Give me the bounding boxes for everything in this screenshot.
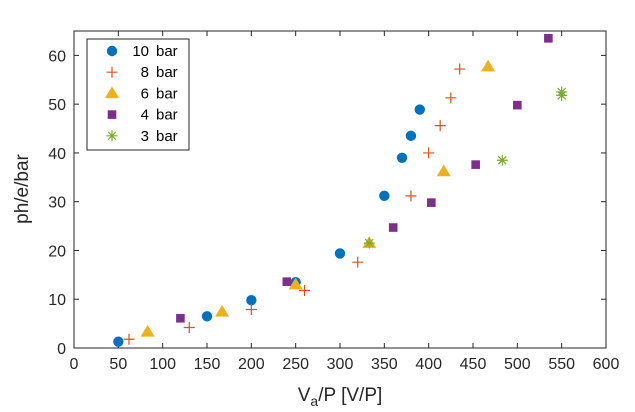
point-10-bar — [334, 248, 346, 259]
y-tick-label: 30 — [48, 195, 66, 212]
x-axis-label-subscript: a — [310, 393, 318, 409]
point-4-bar — [388, 223, 398, 232]
point-8-bar — [445, 92, 457, 104]
legend-number: 3 — [141, 128, 149, 145]
point-8-bar — [183, 322, 195, 334]
x-axis-label-main: V — [298, 385, 311, 406]
x-tick-label: 500 — [504, 356, 531, 373]
data-marks — [113, 34, 568, 347]
point-10-bar — [414, 104, 425, 115]
y-tick-label: 50 — [48, 97, 66, 114]
x-tick-label: 100 — [149, 356, 176, 373]
legend-entry-6-bar: 6 bar — [105, 85, 178, 102]
legend-number: 10 — [132, 43, 149, 60]
point-8-bar — [434, 120, 446, 132]
legend-marker-6-bar — [105, 86, 119, 99]
point-8-bar — [299, 284, 311, 296]
legend-unit: bar — [156, 64, 178, 81]
series-4-bar — [176, 34, 553, 323]
point-4-bar — [176, 313, 185, 323]
point-6-bar — [215, 304, 230, 317]
x-tick-label: 550 — [548, 356, 575, 373]
point-8-bar — [352, 256, 364, 268]
point-3-bar — [496, 154, 508, 166]
y-axis-label: ph/e/bar — [12, 153, 33, 223]
legend-unit: bar — [156, 128, 178, 145]
x-tick-label: 300 — [327, 356, 354, 373]
legend-number: 6 — [141, 85, 149, 102]
point-8-bar — [123, 333, 135, 345]
point-6-bar — [481, 59, 496, 72]
point-10-bar — [246, 295, 257, 306]
axis-ticks: 0 50 100 150 200 250 300 350 400 450 500 550 6000102… — [48, 31, 619, 373]
legend: 10 bar 8 bar 6 bar 4 bar 3 bar — [86, 38, 190, 151]
point-6-bar — [288, 277, 303, 290]
y-tick-label: 60 — [48, 48, 66, 65]
point-10-bar — [379, 190, 390, 202]
point-4-bar — [427, 198, 436, 207]
y-tick-label: 20 — [48, 243, 66, 260]
point-8-bar — [454, 63, 466, 75]
point-3-bar — [556, 86, 568, 98]
x-axis-label-rest: /P [V/P] — [318, 385, 382, 406]
point-10-bar — [201, 311, 213, 322]
x-tick-label: 400 — [415, 356, 442, 373]
x-tick-label: 0 — [70, 356, 79, 373]
point-10-bar — [113, 336, 124, 347]
x-tick-label: 50 — [109, 356, 127, 373]
y-tick-label: 10 — [48, 292, 66, 309]
legend-number: 4 — [141, 107, 149, 124]
x-axis-label: Va/P [V/P] — [298, 385, 383, 409]
point-3-bar — [363, 237, 375, 249]
legend-number: 8 — [141, 64, 149, 81]
x-tick-label: 150 — [194, 356, 221, 373]
point-6-bar — [436, 164, 451, 177]
point-8-bar — [245, 303, 257, 315]
x-tick-label: 450 — [460, 356, 487, 373]
x-tick-label: 250 — [282, 356, 309, 373]
legend-unit: bar — [156, 85, 178, 102]
point-4-bar — [544, 34, 553, 43]
legend-entry-10-bar: 10 bar — [106, 43, 178, 60]
legend-entry-4-bar: 4 bar — [107, 107, 178, 124]
point-8-bar — [405, 190, 417, 202]
legend-entry-8-bar: 8 bar — [106, 64, 178, 81]
legend-marker-8-bar — [106, 66, 118, 78]
x-tick-label: 600 — [593, 356, 620, 373]
x-tick-label: 350 — [371, 356, 398, 373]
point-4-bar — [282, 277, 292, 286]
point-6-bar — [140, 324, 155, 337]
legend-unit: bar — [156, 107, 178, 124]
point-4-bar — [471, 160, 480, 169]
series-3-bar — [363, 86, 568, 249]
point-10-bar — [396, 152, 408, 163]
legend-marker-4-bar — [107, 110, 117, 119]
legend-box — [86, 38, 190, 151]
series-8-bar — [123, 63, 466, 345]
point-10-bar — [405, 130, 417, 142]
point-8-bar — [423, 147, 435, 159]
legend-marker-10-bar — [106, 45, 118, 57]
legend-unit: bar — [156, 43, 178, 60]
legend-marker-3-bar — [106, 130, 118, 142]
y-tick-label: 0 — [57, 341, 66, 358]
x-tick-label: 200 — [238, 356, 265, 373]
point-4-bar — [513, 100, 522, 110]
y-tick-label: 40 — [48, 146, 66, 163]
legend-entry-3-bar: 3 bar — [106, 128, 178, 145]
